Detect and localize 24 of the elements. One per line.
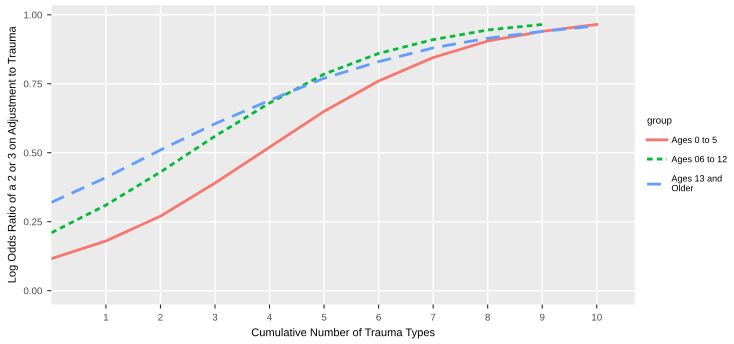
- y-tick-label: 0.25: [24, 218, 42, 226]
- y-tick-label: 1.00: [24, 12, 42, 18]
- legend-label: Ages 13 and Older: [671, 174, 722, 192]
- x-axis-title: Cumulative Number of Trauma Types: [252, 328, 435, 338]
- line-series: [51, 23, 544, 234]
- legend-title: group: [647, 118, 672, 126]
- y-axis-title: Log Odds Ratio of a 2 or 3 on Adjustment to Trauma: [8, 26, 18, 282]
- x-tick-label: 10: [592, 314, 602, 321]
- y-tick-label: 0.00: [24, 287, 42, 294]
- legend-label: Ages 06 to 12: [671, 156, 727, 164]
- y-tick-label: 0.75: [24, 80, 42, 88]
- x-tick-label: 4: [267, 314, 272, 321]
- line-series: [51, 24, 598, 204]
- legend-label: Ages 0 to 5: [671, 136, 717, 145]
- x-tick-label: 6: [376, 314, 381, 321]
- x-tick-label: 2: [158, 314, 163, 321]
- x-tick-label: 5: [322, 314, 326, 321]
- line-series: [51, 23, 598, 260]
- x-tick-label: 8: [485, 314, 490, 321]
- x-tick-label: 1: [104, 314, 108, 321]
- x-tick-label: 7: [430, 314, 436, 321]
- x-tick-label: 3: [212, 314, 218, 321]
- x-tick-label: 9: [540, 314, 544, 321]
- y-tick-label: 0.50: [24, 149, 42, 156]
